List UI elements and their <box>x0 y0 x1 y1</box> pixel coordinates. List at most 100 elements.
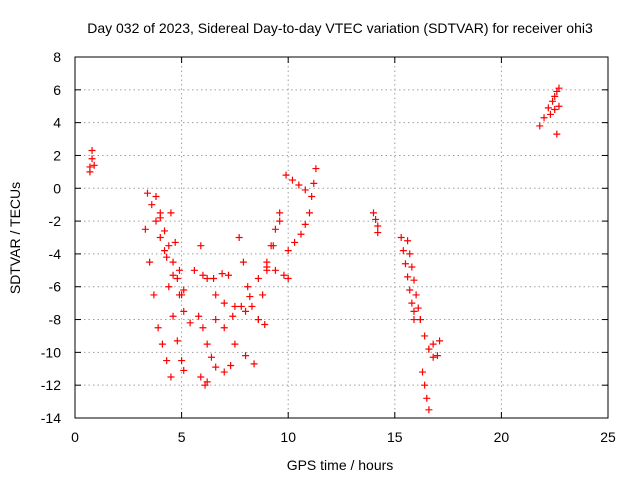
data-point <box>301 186 309 194</box>
data-point <box>259 291 267 299</box>
series-arc-06 <box>167 209 188 294</box>
data-point <box>207 353 215 361</box>
series-arc-22 <box>425 337 444 353</box>
x-tick-label: 10 <box>280 429 296 445</box>
data-point <box>248 302 256 310</box>
data-point <box>261 320 269 328</box>
data-point <box>306 209 314 217</box>
data-point <box>374 229 382 237</box>
data-point <box>171 238 179 246</box>
data-point <box>165 283 173 291</box>
data-point <box>288 176 296 184</box>
data-point <box>308 192 316 200</box>
series-arc-10 <box>197 373 211 389</box>
x-tick-label: 0 <box>71 429 79 445</box>
data-point <box>165 242 173 250</box>
data-point <box>239 258 247 266</box>
data-point <box>549 97 557 105</box>
data-point <box>175 266 183 274</box>
series-arc-16 <box>282 171 309 194</box>
data-point <box>276 217 284 225</box>
series-arc-23 <box>419 368 433 414</box>
data-point <box>143 189 151 197</box>
data-point <box>212 291 220 299</box>
data-point <box>429 340 437 348</box>
x-tick-label: 20 <box>494 429 510 445</box>
data-point <box>399 247 407 255</box>
data-point <box>161 227 169 235</box>
y-tick-label: -4 <box>49 246 62 262</box>
data-point <box>146 258 154 266</box>
series-arc-01 <box>86 147 98 176</box>
data-point <box>254 275 262 283</box>
data-point <box>197 242 205 250</box>
data-point <box>421 381 429 389</box>
data-point <box>167 209 175 217</box>
data-point <box>301 220 309 228</box>
data-point <box>141 225 149 233</box>
data-point <box>163 253 171 261</box>
x-axis-label: GPS time / hours <box>287 457 394 473</box>
data-point <box>246 293 254 301</box>
data-point <box>90 161 98 169</box>
data-point <box>195 312 203 320</box>
data-point <box>553 130 561 138</box>
data-point <box>416 316 424 324</box>
series-arc-18 <box>369 209 382 237</box>
data-point <box>280 271 288 279</box>
series-arc-24 <box>536 84 563 130</box>
data-point <box>551 92 559 100</box>
data-point <box>173 337 181 345</box>
data-point <box>86 163 94 171</box>
data-point <box>158 340 166 348</box>
data-point <box>154 324 162 332</box>
series-arc-03 <box>152 192 186 299</box>
data-point <box>88 155 96 163</box>
series-arc-26 <box>553 130 561 138</box>
series-arc-07 <box>195 312 235 376</box>
data-point <box>152 192 160 200</box>
y-axis-label: SDTVAR / TECUs <box>7 182 23 294</box>
x-tick-label: 15 <box>387 429 403 445</box>
data-point <box>419 368 427 376</box>
data-point <box>178 357 186 365</box>
data-point <box>161 247 169 255</box>
plot-frame <box>74 56 609 419</box>
data-point <box>212 363 220 371</box>
data-point <box>244 283 252 291</box>
data-point <box>190 266 198 274</box>
chart-title: Day 032 of 2023, Sidereal Day-to-day VTE… <box>87 20 593 36</box>
data-point <box>412 291 420 299</box>
data-point <box>210 275 218 283</box>
data-point <box>199 271 207 279</box>
data-point <box>276 209 284 217</box>
y-tick-label: 4 <box>53 115 61 131</box>
y-tick-label: 6 <box>53 82 61 98</box>
data-point <box>410 307 418 315</box>
data-point <box>282 171 290 179</box>
data-point <box>180 307 188 315</box>
data-point <box>250 360 258 368</box>
data-point <box>203 340 211 348</box>
data-point <box>220 299 228 307</box>
data-point <box>408 263 416 271</box>
data-point <box>156 214 164 222</box>
data-point <box>433 352 441 360</box>
series-arc-19 <box>397 234 418 324</box>
data-point <box>180 366 188 374</box>
data-point <box>555 102 563 110</box>
data-point <box>544 104 552 112</box>
data-point <box>429 353 437 361</box>
data-point <box>404 237 412 245</box>
data-point <box>254 316 262 324</box>
y-tick-label: -12 <box>41 377 61 393</box>
data-point <box>218 270 226 278</box>
series-arc-04 <box>141 225 175 381</box>
data-point <box>404 273 412 281</box>
y-tick-label: -2 <box>49 213 62 229</box>
data-point <box>284 247 292 255</box>
data-point <box>220 324 228 332</box>
data-point <box>423 394 431 402</box>
data-point <box>229 312 237 320</box>
